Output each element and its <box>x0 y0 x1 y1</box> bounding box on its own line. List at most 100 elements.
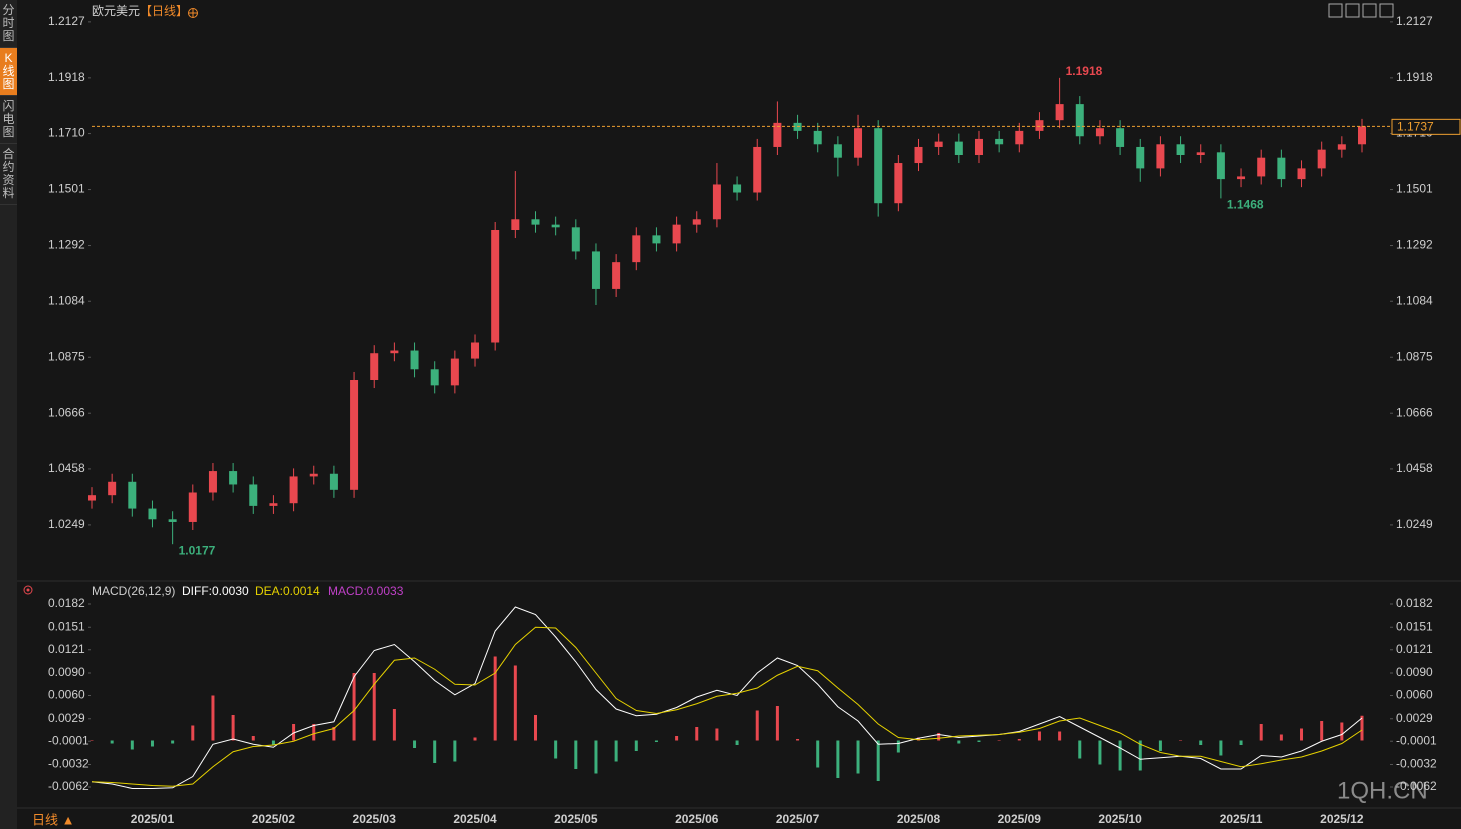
y-tick-label: 0.0121 <box>1396 642 1433 656</box>
toolbar[interactable] <box>1328 3 1394 18</box>
candle-body <box>309 473 318 477</box>
y-tick-label: 0.0121 <box>48 642 85 656</box>
macd-bar <box>796 739 800 741</box>
y-tick-label: 0.0182 <box>1396 596 1433 610</box>
x-tick-label: 2025/11 <box>1220 812 1263 826</box>
macd-bar <box>715 728 719 741</box>
candle-body <box>1116 128 1125 147</box>
y-tick-label: 1.1084 <box>48 293 85 307</box>
candle-body <box>733 184 742 193</box>
macd-bar <box>997 740 1001 741</box>
period: 【日线】 <box>140 4 188 18</box>
macd-bar <box>533 715 537 741</box>
candle-body <box>269 503 278 506</box>
y-tick-label: -0.0032 <box>1396 757 1437 771</box>
legend-item: DIFF:0.0030 <box>182 584 249 598</box>
y-tick-label: 1.0249 <box>1396 517 1433 531</box>
candle-body <box>1055 104 1064 121</box>
macd-bar <box>1239 740 1243 745</box>
macd-bar <box>735 740 739 745</box>
y-tick-label: 1.1918 <box>48 70 85 84</box>
macd-bar <box>594 740 598 774</box>
candle-body <box>450 358 459 386</box>
y-tick-label: -0.0062 <box>48 779 89 793</box>
y-tick-label: 1.0666 <box>48 405 85 419</box>
candle-body <box>471 342 480 359</box>
y-tick-label: 1.2127 <box>48 14 85 28</box>
candle-body <box>1358 126 1366 145</box>
y-tick-label: 0.0182 <box>48 596 85 610</box>
macd-bar <box>1259 724 1263 741</box>
y-tick-label: 1.0875 <box>48 349 85 363</box>
macd-bar <box>654 740 658 742</box>
y-tick-label: 1.1710 <box>48 126 85 140</box>
candle-body <box>1237 176 1246 180</box>
y-tick-label: 1.1501 <box>1396 182 1433 196</box>
x-tick-label: 2025/08 <box>897 812 941 826</box>
macd-bar <box>413 740 417 748</box>
macd-bar <box>191 725 195 741</box>
x-tick-label: 2025/03 <box>353 812 397 826</box>
y-tick-label: 0.0151 <box>48 619 85 633</box>
period-selector[interactable]: 日线 ▲ <box>32 812 74 827</box>
tab[interactable]: 闪电图 <box>0 96 17 144</box>
candle-body <box>954 141 963 155</box>
candle-body <box>652 235 661 244</box>
candle-body <box>1337 144 1346 150</box>
candle-body <box>813 130 822 145</box>
y-tick-label: 0.0090 <box>48 665 85 679</box>
candle-body <box>208 471 217 493</box>
macd-bar <box>695 727 699 741</box>
candle-body <box>934 141 943 147</box>
candle-body <box>1257 157 1266 177</box>
x-tick-label: 2025/12 <box>1320 812 1364 826</box>
candle-body <box>1015 130 1024 145</box>
candle-body <box>793 122 802 131</box>
x-tick-label: 2025/07 <box>776 812 820 826</box>
tab[interactable]: 分时图 <box>0 0 17 48</box>
candle-body <box>833 144 842 158</box>
macd-bar <box>876 740 880 781</box>
x-tick-label: 2025/04 <box>453 812 497 826</box>
chart-title: 欧元美元 <box>92 4 140 18</box>
candle-body <box>1035 120 1044 131</box>
macd-bar <box>634 740 638 751</box>
candle-body <box>551 224 560 228</box>
y-tick-label: 1.0458 <box>1396 461 1433 475</box>
macd-bar <box>171 740 175 744</box>
low-label: 1.1468 <box>1227 198 1264 212</box>
candle-body <box>753 146 762 193</box>
candle-body <box>390 350 399 354</box>
macd-bar <box>836 740 840 778</box>
x-tick-label: 2025/06 <box>675 812 719 826</box>
macd-bar <box>211 695 215 741</box>
candle-body <box>1317 149 1326 169</box>
add-icon[interactable] <box>188 8 198 18</box>
candle-body <box>1277 157 1286 180</box>
tab[interactable]: K线图 <box>0 48 17 96</box>
candle-body <box>692 219 701 225</box>
macd-bar <box>1360 715 1364 741</box>
macd-bar <box>1118 740 1122 771</box>
macd-bar <box>1279 734 1283 741</box>
tab[interactable]: 合约资料 <box>0 144 17 205</box>
candle-body <box>1095 128 1104 137</box>
macd-bar <box>130 740 134 750</box>
y-tick-label: 0.0151 <box>1396 619 1433 633</box>
macd-line <box>91 626 1363 787</box>
macd-bar <box>312 724 316 741</box>
x-tick-label: 2025/05 <box>554 812 598 826</box>
macd-icon[interactable] <box>23 585 33 595</box>
macd-bar <box>675 736 679 741</box>
macd-bar <box>251 736 255 741</box>
candle-body <box>914 146 923 164</box>
legend-item: DEA:0.0014 <box>255 584 320 598</box>
x-tick-label: 2025/09 <box>998 812 1042 826</box>
macd-bar <box>493 656 497 741</box>
y-tick-label: 0.0029 <box>48 711 85 725</box>
macd-bar <box>917 737 921 741</box>
y-tick-label: -0.0001 <box>48 733 89 747</box>
x-tick-label: 2025/10 <box>1098 812 1142 826</box>
sidebar: 分时图 K线图 闪电图 合约资料 <box>0 0 17 829</box>
